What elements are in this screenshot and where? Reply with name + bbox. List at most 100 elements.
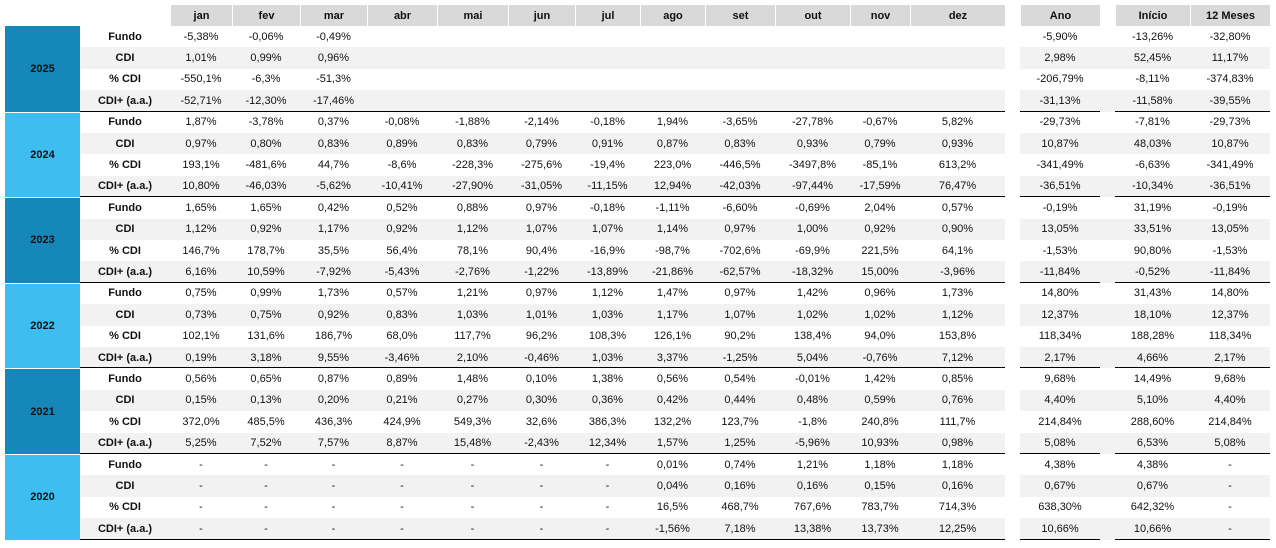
value-cell: 1,65% xyxy=(250,201,282,214)
value-cell: 3,18% xyxy=(250,351,282,364)
value-cell: 178,7% xyxy=(247,244,285,257)
value-cell: 0,44% xyxy=(724,394,756,407)
value-cell: 0,99% xyxy=(250,287,282,300)
value-cell: 0,65% xyxy=(250,373,282,386)
value-cell: 76,47% xyxy=(938,180,977,193)
block-border xyxy=(80,453,1005,454)
value-cell: -36,51% xyxy=(1039,180,1081,193)
value-cell: 0,21% xyxy=(386,394,418,407)
row-bg xyxy=(1020,411,1270,433)
row-bg xyxy=(1020,68,1270,91)
value-cell: 0,75% xyxy=(250,308,282,321)
row-label: CDI xyxy=(115,52,135,65)
value-cell: -702,6% xyxy=(719,244,761,257)
row-label: CDI xyxy=(115,308,135,321)
value-cell: -6,3% xyxy=(251,73,281,86)
value-cell: 0,74% xyxy=(724,458,756,471)
value-cell: 0,91% xyxy=(591,137,624,150)
value-cell: -1,22% xyxy=(524,266,559,279)
value-cell: 12,34% xyxy=(588,437,627,450)
value-cell: -374,83% xyxy=(1206,73,1254,86)
value-cell: -1,53% xyxy=(1042,244,1078,257)
value-cell: 9,55% xyxy=(317,351,350,364)
value-cell: 0,96% xyxy=(864,287,896,300)
value-cell: -16,9% xyxy=(590,244,625,257)
column-header: set xyxy=(705,5,775,26)
value-cell: 0,04% xyxy=(656,480,689,493)
column-header: abr xyxy=(367,5,437,26)
value-cell: 0,83% xyxy=(386,308,418,321)
row-label: CDI+ (a.a.) xyxy=(97,180,153,193)
value-cell: 4,38% xyxy=(1044,458,1076,471)
value-cell: -36,51% xyxy=(1209,180,1251,193)
value-cell: 0,92% xyxy=(317,308,350,321)
value-cell: 52,45% xyxy=(1133,52,1172,65)
value-cell: 372,0% xyxy=(182,415,220,428)
value-cell: 0,92% xyxy=(864,223,896,236)
value-cell: 0,80% xyxy=(250,137,282,150)
value-cell: -0,01% xyxy=(795,373,830,386)
value-cell: 468,7% xyxy=(721,501,759,514)
value-cell: 5,04% xyxy=(796,351,829,364)
column-header: 12 Meses xyxy=(1190,5,1270,26)
row-bg xyxy=(1020,218,1270,240)
column-header: Início xyxy=(1115,5,1190,26)
row-bg xyxy=(80,282,1005,305)
value-cell: 96,2% xyxy=(525,330,558,343)
value-cell: -11,58% xyxy=(1132,94,1173,107)
value-cell: - xyxy=(1228,501,1232,514)
row-bg xyxy=(80,240,1005,262)
column-header: jan xyxy=(170,5,232,26)
value-cell: -0,67% xyxy=(862,116,898,129)
value-cell: 0,52% xyxy=(386,201,418,214)
value-cell: 0,87% xyxy=(656,137,689,150)
year-cell: 2022 xyxy=(5,283,80,369)
value-cell: -5,96% xyxy=(795,437,830,450)
row-label: CDI+ (a.a.) xyxy=(97,522,153,535)
value-cell: 0,93% xyxy=(941,137,974,150)
value-cell: 5,25% xyxy=(185,437,217,450)
row-bg xyxy=(80,475,1005,497)
value-cell: 1,14% xyxy=(656,223,689,236)
value-cell: 1,03% xyxy=(591,308,624,321)
value-cell: - xyxy=(400,522,404,535)
value-cell: - xyxy=(539,501,544,514)
row-bg xyxy=(1020,347,1270,369)
value-cell: - xyxy=(400,458,404,471)
block-border xyxy=(80,196,1005,198)
value-cell: - xyxy=(199,480,203,493)
year-cell: 2024 xyxy=(5,112,80,198)
value-cell: 5,10% xyxy=(1136,394,1169,407)
value-cell: 0,97% xyxy=(185,137,217,150)
value-cell: 7,18% xyxy=(724,522,756,535)
value-cell: 1,47% xyxy=(656,287,689,300)
value-cell: 638,30% xyxy=(1038,501,1082,514)
value-cell: 0,83% xyxy=(456,137,489,150)
row-bg xyxy=(1020,518,1270,540)
value-cell: 15,00% xyxy=(861,266,899,279)
value-cell: 0,87% xyxy=(317,373,350,386)
value-cell: 0,27% xyxy=(456,394,489,407)
value-cell: -0,76% xyxy=(862,351,898,364)
value-cell: - xyxy=(539,458,544,471)
value-cell: -42,03% xyxy=(719,180,761,193)
value-cell: -341,49% xyxy=(1206,159,1254,172)
value-cell: -8,11% xyxy=(1135,73,1170,86)
block-border xyxy=(1020,196,1100,198)
value-cell: 5,08% xyxy=(1044,437,1076,450)
value-cell: 6,53% xyxy=(1136,437,1169,450)
value-cell: - xyxy=(400,501,404,514)
row-bg xyxy=(80,26,1005,48)
value-cell: -1,11% xyxy=(655,201,690,214)
value-cell: 0,93% xyxy=(796,137,829,150)
value-cell: 1,07% xyxy=(591,223,624,236)
value-cell: 94,0% xyxy=(864,330,896,343)
value-cell: 0,67% xyxy=(1136,480,1169,493)
row-label: CDI xyxy=(115,223,135,236)
value-cell: 10,93% xyxy=(861,437,899,450)
value-cell: 6,16% xyxy=(185,266,217,279)
value-cell: 188,28% xyxy=(1130,330,1175,343)
value-cell: 1,21% xyxy=(456,287,489,300)
value-cell: 117,7% xyxy=(454,330,491,343)
value-cell: -3,96% xyxy=(940,266,975,279)
